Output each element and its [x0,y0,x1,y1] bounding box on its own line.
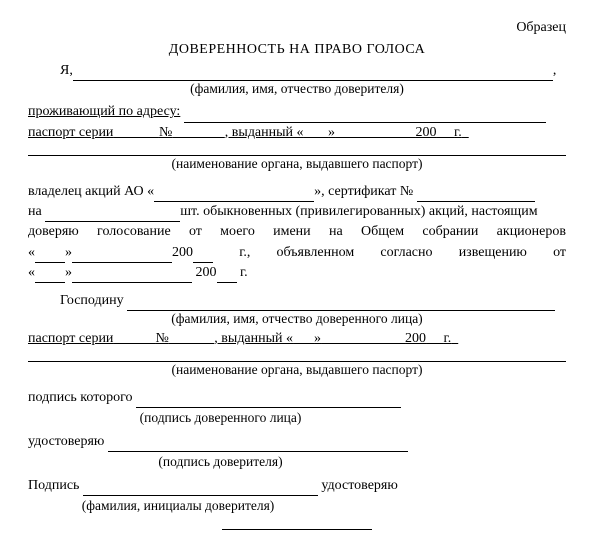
passport-line-2: паспорт серии № , выданный « » 200 г. [28,329,566,349]
address-line: проживающий по адресу: [28,102,566,122]
shares-desc: шт. обыкновенных (привилегированных) акц… [180,204,537,219]
cert-label: », сертификат № [314,184,413,199]
shareholder-label: владелец акций АО « [28,184,154,199]
shares-line: на шт. обыкновенных (привилегированных) … [28,202,566,222]
signature-line: Подпись удостоверяю [28,476,566,496]
sig-caption-1: (подпись доверенного лица) [28,408,413,428]
yy-blank-2 [217,268,237,283]
sig-caption-3: (фамилия, инициалы доверителя) [28,496,328,516]
q-close-2: » [65,265,72,280]
passport-no-text: № [159,125,172,140]
for-label: на [28,204,42,219]
passport-line-1: паспорт серии № , выданный « » 200 г. [28,123,566,143]
q-close-1: » [65,245,72,260]
i-label: Я, [60,63,73,78]
passport-series-text-2: паспорт серии [28,331,113,346]
certify-label-2: удостоверяю [321,478,397,493]
certify-line-1: удостоверяю [28,432,566,452]
principal-name-sig-blank [83,481,318,496]
entrust-line-2: « » 200 г., объявленном согласно извещению… [28,243,566,263]
year-1: 200 [172,245,193,260]
signature-label: Подпись [28,478,79,493]
sig-of-line: подпись которого [28,388,566,408]
issuing-authority-caption-2: (наименование органа, выдавшего паспорт) [28,360,566,380]
sig-caption-2: (подпись доверителя) [28,452,413,472]
principal-line: Я,, [28,61,566,81]
date-close-text-2: » [314,331,321,346]
company-blank [154,187,314,202]
sample-label: Образец [28,18,566,38]
entrust-line-3: « » 200 г. [28,263,566,283]
year-prefix-text: 200 [416,125,437,140]
passport-series-text: паспорт серии [28,125,113,140]
entrust-text-2d: г., объявленном согласно извещению от [239,245,566,260]
year-suffix-text-2: г. [444,331,452,346]
bottom-rule [222,529,372,530]
yy-blank-1 [193,248,213,263]
address-blank [184,108,546,123]
agent-name-caption: (фамилия, имя, отчество доверенного лица… [28,309,566,329]
issued-by-text-2: , выданный « [214,331,293,346]
year-prefix-text-2: 200 [405,331,426,346]
mister-label: Господину [60,293,124,308]
signature-section: подпись которого (подпись доверенного ли… [28,388,566,516]
doc-title: ДОВЕРЕННОСТЬ НА ПРАВО ГОЛОСА [28,40,566,60]
day-blank-2 [35,268,65,283]
principal-name-caption: (фамилия, имя, отчество доверителя) [28,79,566,99]
sig-of-label: подпись которого [28,390,133,405]
month-blank-2 [72,268,192,283]
issued-by-text: , выданный « [225,125,304,140]
certify-label-1: удостоверяю [28,434,104,449]
passport-no-text-2: № [155,331,168,346]
passport-series-label: паспорт серии № , выданный « » 200 г. [28,125,469,140]
q-open-1: « [28,245,35,260]
day-blank-1 [35,248,65,263]
date-close-text: » [328,125,335,140]
cert-blank [417,187,535,202]
q-open-2: « [28,265,35,280]
shares-blank [45,207,180,222]
issuing-authority-caption: (наименование органа, выдавшего паспорт) [28,154,566,174]
year-suffix-text: г. [454,125,462,140]
shareholder-line: владелец акций АО « », сертификат № [28,182,566,202]
principal-sig-blank [108,437,408,452]
document-page: Образец ДОВЕРЕННОСТЬ НА ПРАВО ГОЛОСА Я,,… [0,0,594,555]
passport-series-label-2: паспорт серии № , выданный « » 200 г. [28,331,458,346]
agent-sig-blank [136,393,401,408]
mister-line: Господину [28,291,566,311]
entrust-line-1: доверяю голосование от моего имени на Об… [28,222,566,242]
year-2: 200 [196,265,217,280]
month-blank-1 [72,248,172,263]
entrust-text-1: доверяю голосование от моего имени на Об… [28,224,566,239]
g-2: г. [240,265,248,280]
residing-at-label: проживающий по адресу: [28,104,180,119]
